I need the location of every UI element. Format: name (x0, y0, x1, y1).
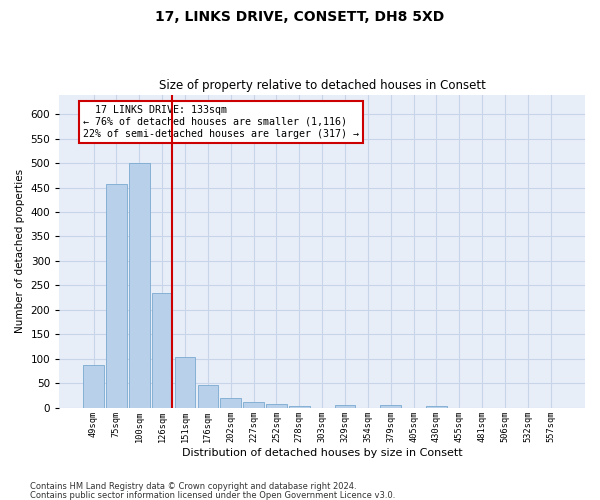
Bar (197, 384, 218, 407)
Title: Size of property relative to detached houses in Consett: Size of property relative to detached ho… (159, 79, 485, 92)
Bar (175, 358, 195, 408)
Y-axis label: Number of detached properties: Number of detached properties (15, 169, 25, 333)
Bar (220, 398, 241, 407)
X-axis label: Distribution of detached houses by size in Consett: Distribution of detached houses by size … (182, 448, 463, 458)
Bar (129, 163, 149, 408)
Bar (289, 406, 310, 407)
Text: 17 LINKS DRIVE: 133sqm
← 76% of detached houses are smaller (1,116)
22% of semi-: 17 LINKS DRIVE: 133sqm ← 76% of detached… (83, 106, 359, 138)
Text: 17, LINKS DRIVE, CONSETT, DH8 5XD: 17, LINKS DRIVE, CONSETT, DH8 5XD (155, 10, 445, 24)
Bar (106, 184, 127, 408)
Bar (380, 405, 401, 407)
Bar (335, 405, 355, 407)
Text: Contains public sector information licensed under the Open Government Licence v3: Contains public sector information licen… (30, 491, 395, 500)
Bar (243, 402, 264, 407)
Bar (83, 364, 104, 408)
Text: Contains HM Land Registry data © Crown copyright and database right 2024.: Contains HM Land Registry data © Crown c… (30, 482, 356, 491)
Bar (152, 293, 172, 408)
Bar (266, 404, 287, 407)
Bar (426, 406, 447, 407)
